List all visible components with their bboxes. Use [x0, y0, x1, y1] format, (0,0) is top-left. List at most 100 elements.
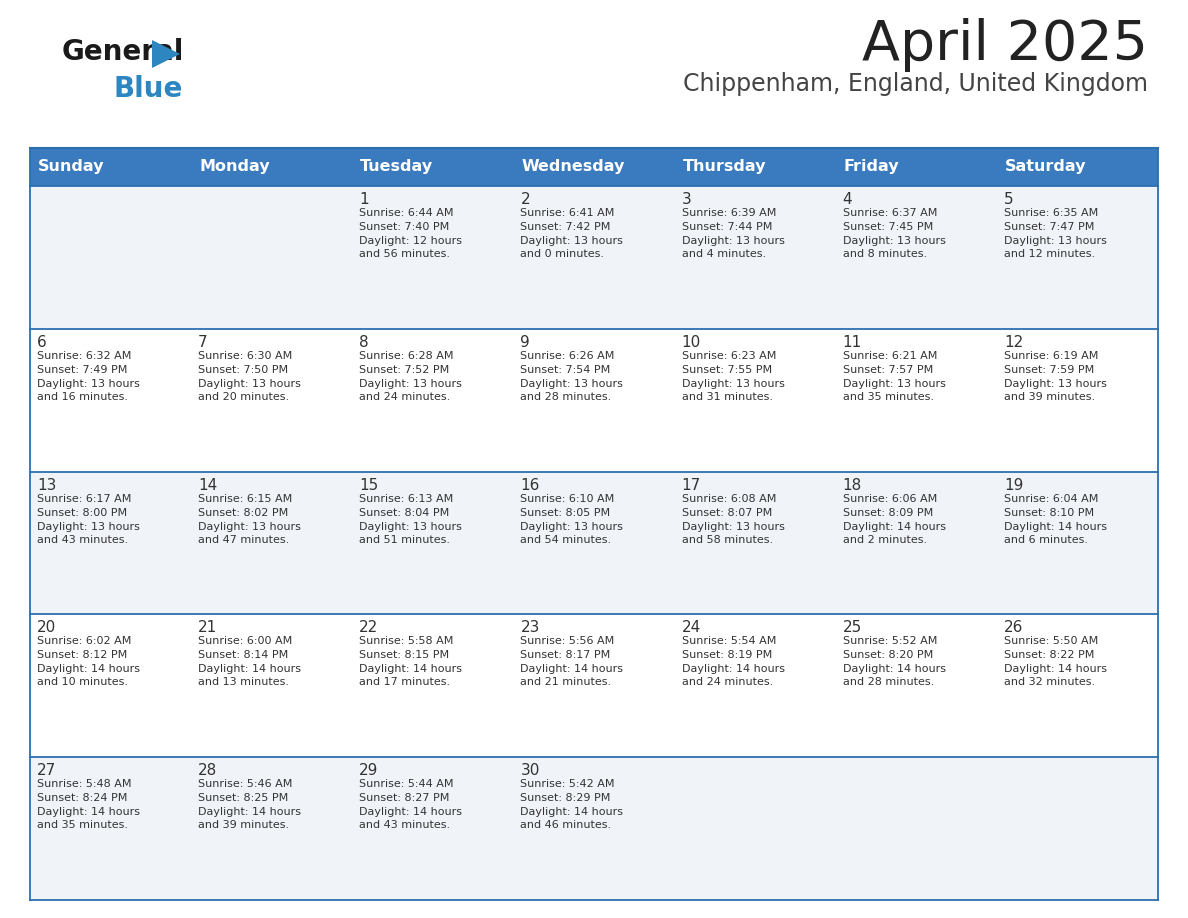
Text: Daylight: 13 hours: Daylight: 13 hours [842, 236, 946, 246]
Text: 19: 19 [1004, 477, 1023, 493]
Text: Sunset: 8:00 PM: Sunset: 8:00 PM [37, 508, 127, 518]
Text: Sunrise: 6:15 AM: Sunrise: 6:15 AM [198, 494, 292, 504]
Text: and 28 minutes.: and 28 minutes. [520, 392, 612, 402]
Text: and 39 minutes.: and 39 minutes. [1004, 392, 1095, 402]
Text: Sunrise: 5:44 AM: Sunrise: 5:44 AM [359, 779, 454, 789]
Text: 4: 4 [842, 192, 852, 207]
Text: 6: 6 [37, 335, 46, 350]
Text: Sunrise: 6:35 AM: Sunrise: 6:35 AM [1004, 208, 1098, 218]
Text: Sunset: 8:22 PM: Sunset: 8:22 PM [1004, 650, 1094, 660]
Text: 28: 28 [198, 763, 217, 778]
Text: Daylight: 14 hours: Daylight: 14 hours [682, 665, 784, 675]
Text: Daylight: 14 hours: Daylight: 14 hours [842, 521, 946, 532]
Text: Sunrise: 5:46 AM: Sunrise: 5:46 AM [198, 779, 292, 789]
Text: and 58 minutes.: and 58 minutes. [682, 534, 772, 544]
Text: Daylight: 13 hours: Daylight: 13 hours [520, 236, 624, 246]
Text: Sunset: 8:15 PM: Sunset: 8:15 PM [359, 650, 449, 660]
Text: Daylight: 14 hours: Daylight: 14 hours [359, 807, 462, 817]
Text: Sunday: Sunday [38, 160, 105, 174]
Text: Sunrise: 6:23 AM: Sunrise: 6:23 AM [682, 351, 776, 361]
Text: and 0 minutes.: and 0 minutes. [520, 249, 605, 259]
Text: Sunset: 8:19 PM: Sunset: 8:19 PM [682, 650, 772, 660]
Text: and 32 minutes.: and 32 minutes. [1004, 677, 1095, 688]
Text: Sunset: 8:14 PM: Sunset: 8:14 PM [198, 650, 289, 660]
Text: General: General [62, 38, 184, 66]
Text: 21: 21 [198, 621, 217, 635]
Text: 29: 29 [359, 763, 379, 778]
Text: Daylight: 14 hours: Daylight: 14 hours [198, 807, 301, 817]
Text: Daylight: 14 hours: Daylight: 14 hours [520, 665, 624, 675]
Text: Sunrise: 6:04 AM: Sunrise: 6:04 AM [1004, 494, 1098, 504]
Text: and 24 minutes.: and 24 minutes. [682, 677, 773, 688]
Text: and 35 minutes.: and 35 minutes. [842, 392, 934, 402]
Text: Sunrise: 6:41 AM: Sunrise: 6:41 AM [520, 208, 615, 218]
Text: Daylight: 13 hours: Daylight: 13 hours [359, 379, 462, 389]
Text: 27: 27 [37, 763, 56, 778]
Bar [30, 472, 1158, 614]
Text: 16: 16 [520, 477, 539, 493]
Text: Sunset: 8:29 PM: Sunset: 8:29 PM [520, 793, 611, 803]
Text: Sunset: 8:24 PM: Sunset: 8:24 PM [37, 793, 127, 803]
Text: Sunset: 8:10 PM: Sunset: 8:10 PM [1004, 508, 1094, 518]
Text: Sunset: 7:45 PM: Sunset: 7:45 PM [842, 222, 933, 232]
Text: Daylight: 13 hours: Daylight: 13 hours [682, 521, 784, 532]
Bar [30, 757, 1158, 900]
Text: Daylight: 14 hours: Daylight: 14 hours [198, 665, 301, 675]
Text: Daylight: 13 hours: Daylight: 13 hours [1004, 236, 1107, 246]
Text: 13: 13 [37, 477, 56, 493]
Text: Sunset: 7:44 PM: Sunset: 7:44 PM [682, 222, 772, 232]
Text: Sunset: 8:09 PM: Sunset: 8:09 PM [842, 508, 933, 518]
Text: Daylight: 13 hours: Daylight: 13 hours [1004, 379, 1107, 389]
Text: 20: 20 [37, 621, 56, 635]
Text: Daylight: 13 hours: Daylight: 13 hours [682, 236, 784, 246]
Text: and 28 minutes.: and 28 minutes. [842, 677, 934, 688]
Text: Sunset: 7:59 PM: Sunset: 7:59 PM [1004, 364, 1094, 375]
Polygon shape [152, 40, 181, 68]
Text: Wednesday: Wednesday [522, 160, 625, 174]
Text: Sunrise: 6:39 AM: Sunrise: 6:39 AM [682, 208, 776, 218]
Text: 2: 2 [520, 192, 530, 207]
Text: Sunrise: 6:37 AM: Sunrise: 6:37 AM [842, 208, 937, 218]
Text: Daylight: 13 hours: Daylight: 13 hours [842, 379, 946, 389]
Bar [30, 186, 1158, 329]
Text: Daylight: 14 hours: Daylight: 14 hours [359, 665, 462, 675]
Text: and 31 minutes.: and 31 minutes. [682, 392, 772, 402]
Text: Sunset: 7:54 PM: Sunset: 7:54 PM [520, 364, 611, 375]
Text: Thursday: Thursday [683, 160, 766, 174]
Text: Sunset: 8:12 PM: Sunset: 8:12 PM [37, 650, 127, 660]
Text: Sunrise: 6:21 AM: Sunrise: 6:21 AM [842, 351, 937, 361]
Text: and 51 minutes.: and 51 minutes. [359, 534, 450, 544]
Text: Sunset: 7:55 PM: Sunset: 7:55 PM [682, 364, 772, 375]
Text: Sunrise: 5:56 AM: Sunrise: 5:56 AM [520, 636, 614, 646]
Text: April 2025: April 2025 [862, 18, 1148, 72]
Text: and 10 minutes.: and 10 minutes. [37, 677, 128, 688]
Text: Monday: Monday [200, 160, 270, 174]
Text: and 47 minutes.: and 47 minutes. [198, 534, 290, 544]
Text: Sunset: 7:49 PM: Sunset: 7:49 PM [37, 364, 127, 375]
Text: and 46 minutes.: and 46 minutes. [520, 820, 612, 830]
Text: Daylight: 14 hours: Daylight: 14 hours [37, 807, 140, 817]
Text: Sunset: 8:07 PM: Sunset: 8:07 PM [682, 508, 772, 518]
Text: Daylight: 13 hours: Daylight: 13 hours [520, 379, 624, 389]
Text: Sunrise: 6:02 AM: Sunrise: 6:02 AM [37, 636, 132, 646]
Text: Sunrise: 5:50 AM: Sunrise: 5:50 AM [1004, 636, 1098, 646]
Text: 10: 10 [682, 335, 701, 350]
Text: 30: 30 [520, 763, 539, 778]
Text: Sunrise: 6:26 AM: Sunrise: 6:26 AM [520, 351, 615, 361]
Text: Daylight: 13 hours: Daylight: 13 hours [37, 521, 140, 532]
Bar [30, 614, 1158, 757]
Text: Sunrise: 6:08 AM: Sunrise: 6:08 AM [682, 494, 776, 504]
Text: Sunset: 8:05 PM: Sunset: 8:05 PM [520, 508, 611, 518]
Text: 1: 1 [359, 192, 369, 207]
Text: and 54 minutes.: and 54 minutes. [520, 534, 612, 544]
Text: Sunrise: 6:10 AM: Sunrise: 6:10 AM [520, 494, 614, 504]
Text: and 2 minutes.: and 2 minutes. [842, 534, 927, 544]
Text: Daylight: 14 hours: Daylight: 14 hours [1004, 665, 1107, 675]
Text: Sunset: 8:17 PM: Sunset: 8:17 PM [520, 650, 611, 660]
Text: Sunset: 8:25 PM: Sunset: 8:25 PM [198, 793, 289, 803]
Text: and 39 minutes.: and 39 minutes. [198, 820, 289, 830]
Text: 15: 15 [359, 477, 379, 493]
Text: Sunset: 8:27 PM: Sunset: 8:27 PM [359, 793, 450, 803]
Text: 11: 11 [842, 335, 862, 350]
Text: and 24 minutes.: and 24 minutes. [359, 392, 450, 402]
